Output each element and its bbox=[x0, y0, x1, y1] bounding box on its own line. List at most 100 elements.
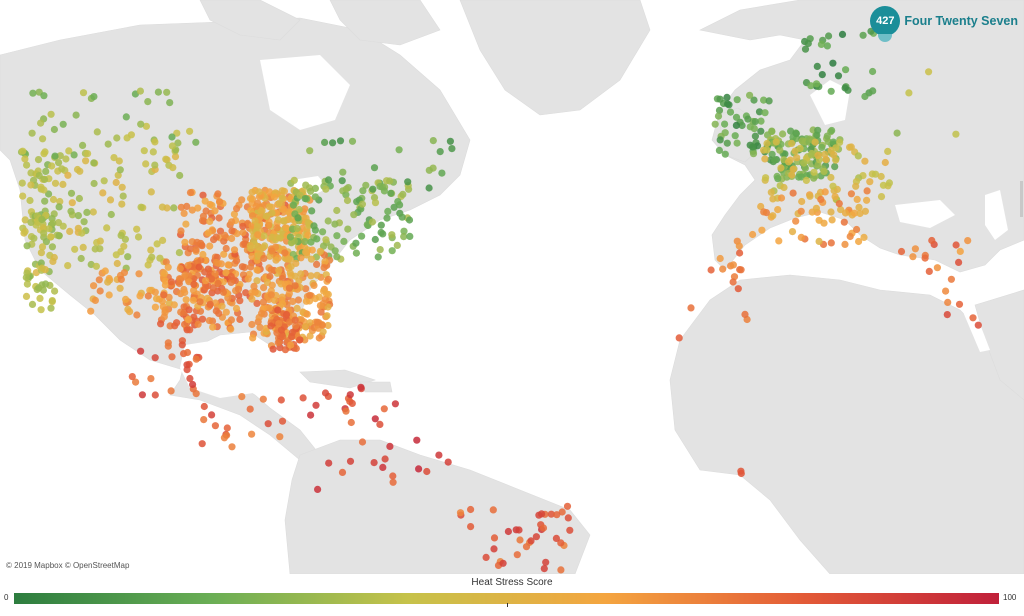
heat-stress-point-benelux-germany[interactable] bbox=[828, 126, 836, 135]
heat-stress-point-central-america[interactable] bbox=[198, 440, 206, 448]
heat-stress-point-us-florida[interactable] bbox=[295, 336, 304, 344]
heat-stress-point-france-italy[interactable] bbox=[828, 216, 836, 224]
heat-stress-point-canada-west[interactable] bbox=[166, 99, 174, 107]
heat-stress-point-us-great-plains[interactable] bbox=[206, 217, 214, 225]
heat-stress-point-us-great-plains[interactable] bbox=[202, 207, 210, 215]
heat-stress-point-us-pacific-northwest[interactable] bbox=[19, 192, 27, 200]
heat-stress-point-middle-east[interactable] bbox=[974, 321, 982, 329]
heat-stress-point-caribbean[interactable] bbox=[347, 418, 355, 427]
heat-stress-point-us-pacific-northwest[interactable] bbox=[35, 172, 43, 180]
heat-stress-point-us-southeast[interactable] bbox=[267, 266, 275, 274]
heat-stress-point-us-mountain-west[interactable] bbox=[118, 200, 126, 208]
heat-stress-point-us-midwest[interactable] bbox=[265, 203, 273, 211]
heat-stress-point-us-northeast[interactable] bbox=[377, 228, 385, 237]
heat-stress-point-us-texas[interactable] bbox=[160, 313, 168, 321]
heat-stress-point-canada-west[interactable] bbox=[90, 93, 98, 101]
heat-stress-point-canada-east[interactable] bbox=[429, 137, 437, 145]
heat-stress-point-us-northeast[interactable] bbox=[319, 242, 328, 250]
heat-stress-point-central-europe[interactable] bbox=[877, 172, 885, 181]
heat-stress-point-scandinavia[interactable] bbox=[869, 67, 877, 76]
heat-stress-point-us-northeast[interactable] bbox=[324, 217, 332, 225]
heat-stress-point-us-southeast[interactable] bbox=[259, 298, 267, 306]
heat-stress-point-us-mountain-west[interactable] bbox=[80, 218, 88, 226]
heat-stress-point-us-northeast[interactable] bbox=[310, 222, 318, 230]
heat-stress-point-central-america[interactable] bbox=[200, 402, 208, 411]
heat-stress-point-caribbean[interactable] bbox=[391, 400, 399, 408]
heat-stress-point-us-southeast[interactable] bbox=[258, 309, 266, 317]
heat-stress-point-us-northeast[interactable] bbox=[301, 195, 309, 203]
heat-stress-point-us-northeast[interactable] bbox=[387, 189, 395, 197]
heat-stress-point-us-southeast[interactable] bbox=[315, 293, 323, 301]
heat-stress-point-central-europe[interactable] bbox=[800, 159, 808, 167]
heat-stress-point-us-great-plains[interactable] bbox=[209, 284, 217, 292]
heat-stress-point-us-texas[interactable] bbox=[215, 309, 223, 317]
heat-stress-point-us-pacific-northwest[interactable] bbox=[55, 232, 63, 240]
heat-stress-point-us-southeast[interactable] bbox=[308, 246, 316, 254]
heat-stress-point-brazil-northeast[interactable] bbox=[558, 508, 566, 516]
heat-stress-point-us-southeast[interactable] bbox=[251, 288, 259, 296]
heat-stress-point-uk-ireland[interactable] bbox=[716, 95, 724, 103]
heat-stress-point-canada-west[interactable] bbox=[40, 92, 48, 100]
heat-stress-point-france-italy[interactable] bbox=[812, 204, 821, 212]
heat-stress-point-mexico[interactable] bbox=[183, 361, 191, 369]
heat-stress-point-northern-south-america[interactable] bbox=[325, 459, 333, 467]
heat-stress-point-us-florida[interactable] bbox=[291, 316, 299, 324]
heat-stress-point-brazil-northeast[interactable] bbox=[516, 536, 524, 544]
heat-stress-point-eastern-mediterranean[interactable] bbox=[947, 275, 956, 283]
heat-stress-point-canada-west[interactable] bbox=[29, 89, 37, 97]
heat-stress-point-us-mountain-west[interactable] bbox=[142, 160, 150, 168]
heat-stress-point-us-great-plains[interactable] bbox=[211, 207, 219, 215]
heat-stress-point-canada-west[interactable] bbox=[192, 138, 200, 146]
heat-stress-point-us-mountain-west[interactable] bbox=[147, 246, 155, 254]
heat-stress-point-scandinavia[interactable] bbox=[827, 87, 835, 95]
heat-stress-point-us-great-plains[interactable] bbox=[218, 302, 226, 310]
heat-stress-point-central-europe[interactable] bbox=[854, 152, 862, 160]
heat-stress-point-us-mountain-west[interactable] bbox=[175, 249, 183, 257]
heat-stress-point-scandinavia[interactable] bbox=[869, 87, 877, 95]
heat-stress-point-us-southeast[interactable] bbox=[307, 255, 315, 263]
heat-stress-point-us-mountain-west[interactable] bbox=[99, 189, 107, 197]
heat-stress-point-france-italy[interactable] bbox=[863, 187, 871, 195]
heat-stress-point-us-mountain-west[interactable] bbox=[144, 261, 152, 269]
heat-stress-point-us-california[interactable] bbox=[23, 280, 31, 288]
heat-stress-point-benelux-germany[interactable] bbox=[831, 163, 839, 171]
heat-stress-point-central-europe[interactable] bbox=[871, 170, 880, 178]
heat-stress-point-scandinavia[interactable] bbox=[841, 84, 849, 92]
heat-stress-point-us-california[interactable] bbox=[22, 292, 31, 300]
heat-stress-point-canada-east[interactable] bbox=[369, 185, 377, 193]
heat-stress-point-us-southeast[interactable] bbox=[317, 308, 325, 316]
heat-stress-point-northern-south-america[interactable] bbox=[314, 485, 322, 493]
heat-stress-point-brazil-northeast[interactable] bbox=[467, 523, 475, 531]
heat-stress-point-northern-south-america[interactable] bbox=[381, 455, 389, 463]
heat-stress-point-us-southeast[interactable] bbox=[316, 302, 324, 310]
heat-stress-point-uk-ireland[interactable] bbox=[733, 139, 741, 147]
heat-stress-point-us-great-plains[interactable] bbox=[203, 294, 211, 302]
heat-stress-point-us-southeast[interactable] bbox=[307, 272, 315, 280]
heat-stress-point-central-europe[interactable] bbox=[788, 139, 796, 147]
heat-stress-point-central-europe[interactable] bbox=[822, 155, 830, 164]
heat-stress-point-us-mountain-west[interactable] bbox=[59, 180, 67, 188]
heat-stress-point-us-mountain-west[interactable] bbox=[90, 179, 98, 188]
heat-stress-point-us-florida[interactable] bbox=[269, 345, 277, 353]
heat-stress-point-scandinavia[interactable] bbox=[829, 59, 837, 67]
heat-stress-point-us-florida[interactable] bbox=[267, 322, 275, 330]
heat-stress-point-france-italy[interactable] bbox=[815, 237, 823, 245]
heat-stress-point-canada-west[interactable] bbox=[136, 87, 144, 95]
heat-stress-point-us-midwest[interactable] bbox=[262, 212, 270, 220]
heat-stress-point-us-california[interactable] bbox=[45, 225, 53, 233]
heat-stress-point-us-great-plains[interactable] bbox=[228, 227, 236, 235]
heat-stress-point-us-mountain-west[interactable] bbox=[92, 262, 100, 270]
heat-stress-point-uk-ireland[interactable] bbox=[714, 112, 723, 120]
heat-stress-point-central-america[interactable] bbox=[228, 443, 236, 451]
heat-stress-point-us-southeast[interactable] bbox=[295, 277, 303, 285]
heat-stress-point-us-southeast[interactable] bbox=[313, 260, 321, 268]
heat-stress-point-us-northeast[interactable] bbox=[376, 246, 384, 254]
heat-stress-point-uk-ireland[interactable] bbox=[711, 120, 719, 128]
heat-stress-point-brazil-northeast[interactable] bbox=[542, 558, 550, 566]
heat-stress-point-us-southwest[interactable] bbox=[87, 307, 95, 315]
heat-stress-point-us-southwest[interactable] bbox=[151, 303, 159, 311]
heat-stress-point-us-midwest[interactable] bbox=[304, 218, 312, 227]
heat-stress-point-canada-east[interactable] bbox=[425, 166, 433, 174]
heat-stress-point-us-northeast[interactable] bbox=[350, 211, 358, 219]
heat-stress-point-us-mountain-west[interactable] bbox=[77, 254, 85, 263]
